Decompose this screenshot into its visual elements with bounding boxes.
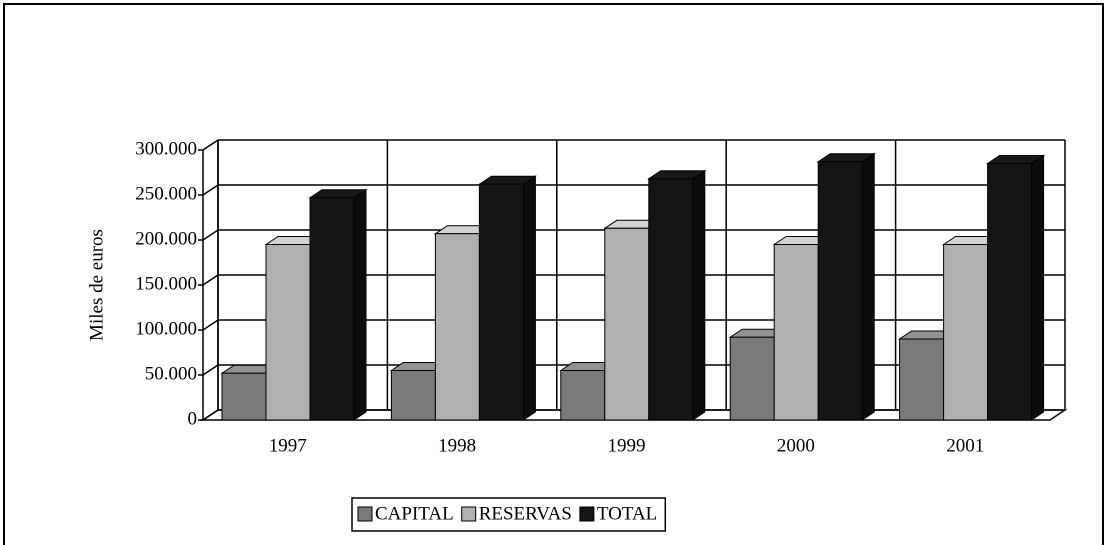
bar-front [265,244,311,421]
y-tick-label: 150.000 [135,273,197,294]
grid-line [202,364,219,376]
bar [985,154,1046,421]
grid-line [202,184,219,196]
bar-front [478,183,524,421]
legend-swatch [357,506,373,522]
legend-label: CAPITAL [375,503,454,524]
x-tick-label: 1999 [608,435,646,456]
bar-side [353,188,367,421]
y-tick-label: 50.000 [145,363,197,384]
grid-line [202,139,219,151]
x-tick-label: 2000 [777,435,815,456]
bar-front [309,197,355,421]
x-tick-label: 1997 [269,435,307,456]
frame [3,3,1104,545]
grid-line [202,229,219,241]
bar-front [817,161,863,421]
bar-side [522,175,536,421]
grid-line [202,409,219,421]
grid-line [202,274,219,286]
bar-front [560,370,606,421]
y-axis-label: Miles de euros [86,229,107,341]
bar [559,361,619,421]
y-tick-label: 300.000 [135,138,197,159]
bar-front [943,244,989,421]
y-tick-label: 100.000 [135,318,197,339]
bar-front [434,233,480,421]
bar-front [604,227,650,421]
bar-side [861,152,875,421]
bar-front [648,178,694,421]
bar-front [390,370,436,421]
bar-front [773,244,819,421]
y-tick-label: 200.000 [135,228,197,249]
y-tick-label: 0 [188,408,198,429]
bar [308,188,368,421]
legend-swatch [461,506,477,522]
bar [816,152,876,421]
bar [477,175,538,421]
legend-swatch [579,506,595,522]
bar-side [1031,154,1045,421]
bar-side [692,169,706,421]
bar-front [987,163,1033,421]
grid-line [202,319,219,331]
legend-label: TOTAL [597,503,657,524]
x-tick-label: 2001 [946,435,984,456]
bar [603,219,663,421]
bar [647,169,707,421]
bar-front [899,338,945,421]
x-tick-label: 1998 [438,435,476,456]
bar-front [729,336,775,421]
y-tick-label: 250.000 [135,183,197,204]
legend-box [351,497,667,532]
bar-front [221,372,267,421]
legend: CAPITAL RESERVAS TOTAL [351,497,667,532]
legend-label: RESERVAS [479,503,572,524]
